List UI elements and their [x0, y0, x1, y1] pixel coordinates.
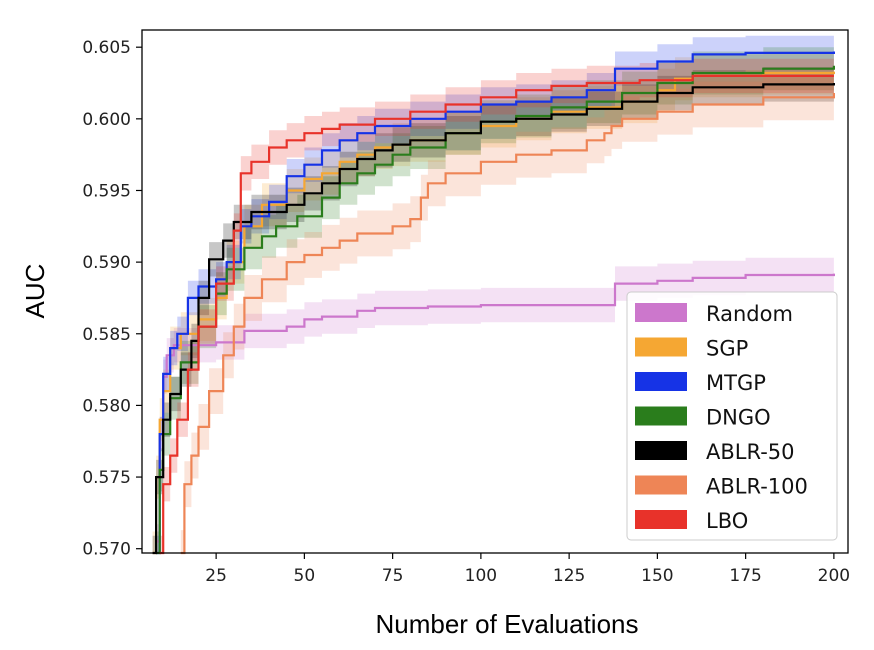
x-tick-label: 125	[553, 566, 585, 586]
legend-label-dngo: DNGO	[706, 406, 771, 430]
x-axis-ticks: 25 50 75 100 125 150 175 200	[205, 553, 850, 586]
plot-frame	[141, 29, 849, 554]
y-tick-label: 0.570	[82, 540, 131, 560]
legend-label-ablr-50: ABLR-50	[706, 440, 795, 464]
y-tick-label: 0.590	[82, 253, 131, 273]
legend-label-random: Random	[706, 302, 793, 326]
band-random	[156, 256, 834, 553]
line-ablr-100	[180, 93, 836, 555]
legend-label-mtgp: MTGP	[706, 371, 766, 395]
line-random	[156, 273, 836, 543]
y-tick-label: 0.580	[82, 396, 131, 416]
y-tick-label: 0.595	[82, 181, 131, 201]
legend-swatch-random	[635, 303, 687, 322]
line-lbo	[159, 74, 834, 555]
y-tick-label: 0.585	[82, 325, 131, 345]
line-ablr-50	[152, 83, 836, 555]
x-tick-label: 75	[382, 566, 404, 586]
legend-label-sgp: SGP	[706, 337, 748, 361]
y-axis-label: AUC	[20, 264, 50, 319]
x-tick-label: 50	[294, 566, 316, 586]
legend-swatch-mtgp	[635, 372, 687, 391]
x-tick-label: 25	[205, 566, 227, 586]
legend-swatch-sgp	[635, 337, 687, 357]
x-tick-label: 100	[465, 566, 497, 586]
band-ablr-100	[180, 70, 834, 553]
y-tick-label: 0.575	[82, 468, 131, 488]
x-axis-label: Number of Evaluations	[375, 609, 638, 639]
legend-swatch-ablr-100	[635, 475, 687, 495]
series-lines	[152, 51, 836, 555]
y-tick-label: 0.600	[82, 110, 131, 130]
band-mtgp	[156, 34, 834, 554]
legend: Random SGP MTGP DNGO ABLR-50 ABLR-100 LBO	[626, 291, 838, 541]
line-mtgp	[156, 51, 836, 555]
legend-label-lbo: LBO	[706, 509, 748, 533]
legend-swatch-dngo	[635, 406, 687, 426]
legend-swatch-lbo	[635, 510, 687, 529]
x-tick-label: 175	[729, 566, 761, 586]
y-tick-label: 0.605	[82, 38, 131, 58]
x-tick-label: 200	[818, 566, 850, 586]
x-tick-label: 150	[641, 566, 673, 586]
legend-swatch-ablr-50	[635, 441, 687, 460]
legend-label-ablr-100: ABLR-100	[706, 475, 808, 499]
y-axis-ticks: 0.570 0.575 0.580 0.585 0.590 0.595 0.600 0.605	[82, 38, 142, 560]
